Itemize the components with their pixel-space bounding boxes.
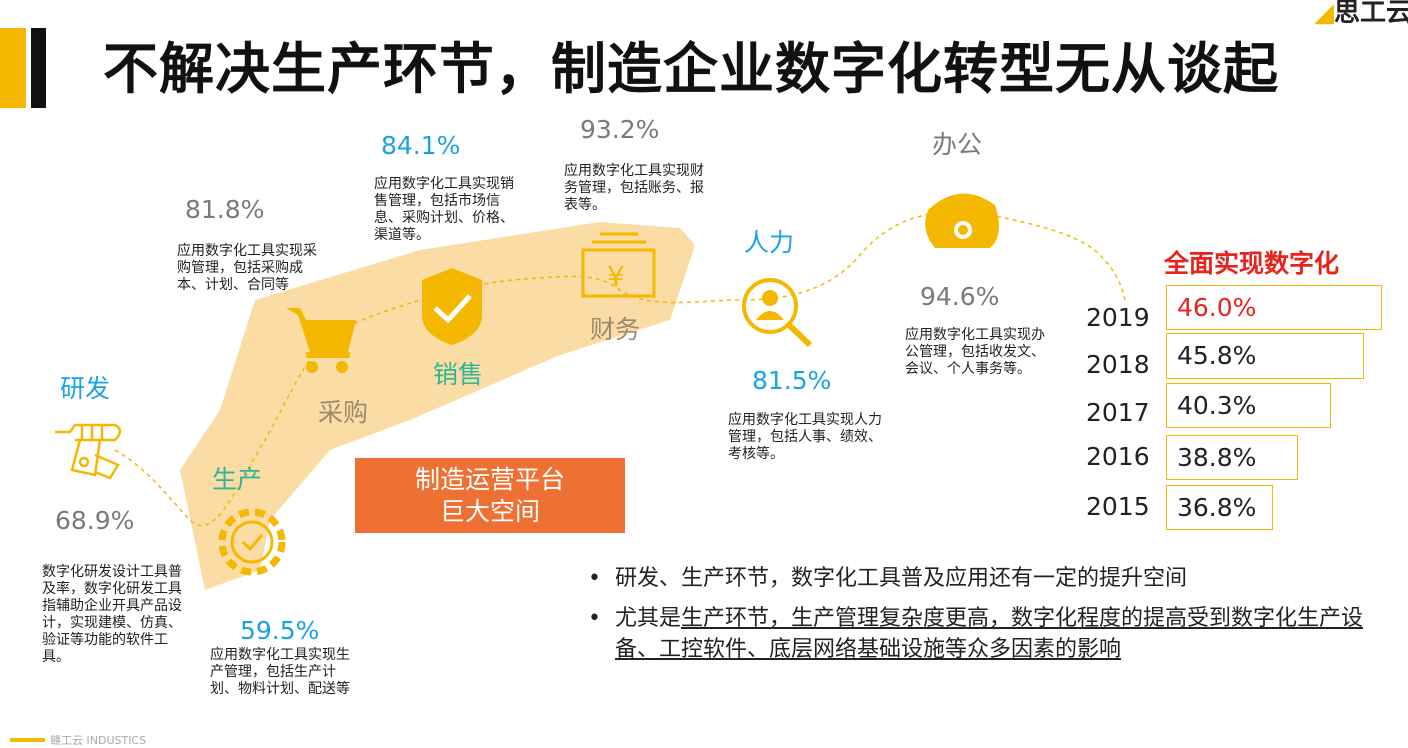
office-description: 应用数字化工具实现办公管理，包括收发文、会议、个人事务等。 (905, 327, 1045, 377)
stage-label-sales: 销售 (433, 360, 484, 389)
glue-gun-icon (55, 423, 122, 480)
platform-callout: 制造运营平台 巨大空间 (355, 458, 625, 533)
page-title: 不解决生产环节，制造企业数字化转型无从谈起 (103, 37, 1280, 101)
year-value-box: 38.8% (1166, 435, 1298, 480)
hr-description: 应用数字化工具实现人力管理，包括人事、绩效、考核等。 (728, 412, 882, 462)
platform-line1: 制造运营平台 (414, 464, 565, 494)
year-value-box: 45.8% (1166, 333, 1364, 379)
production-percentage: 59.5% (240, 616, 320, 645)
stage-label-office: 办公 (932, 130, 983, 159)
rnd-percentage: 68.9% (55, 506, 135, 535)
stage-label-finance: 财务 (590, 315, 641, 344)
year-label: 2017 (1086, 398, 1150, 427)
shopping-cart-icon (286, 308, 356, 373)
brand-logo: ◢思工云 (1313, 0, 1408, 28)
purchase-percentage: 81.8% (185, 195, 265, 224)
stage-label-rnd: 研发 (60, 374, 111, 403)
finance-description: 应用数字化工具实现财务管理，包括账务、报表等。 (564, 163, 704, 213)
production-description: 应用数字化工具实现生产管理，包括生产计划、物料计划、配送等 (210, 647, 350, 697)
year-value-box: 40.3% (1166, 383, 1331, 428)
footer-brand: 赣工云 INDUSTICS (50, 734, 147, 747)
stage-label-purchase: 采购 (318, 398, 369, 427)
finance-percentage: 93.2% (580, 115, 660, 144)
year-value-box: 36.8% (1166, 485, 1273, 530)
highlight-band (180, 222, 695, 590)
underlined-emphasis: 生产环节，生产管理复杂度更高，数字化程度的提高受到数字化生产设备、工控软件、底层… (615, 606, 1364, 662)
platform-line2: 巨大空间 (439, 496, 540, 526)
yuan-box-icon: ¥ (581, 232, 656, 298)
title-accent-yellow (0, 28, 26, 108)
year-label: 2019 (1086, 303, 1150, 332)
bullet-dot: • (588, 566, 601, 591)
bullet-dot: • (588, 606, 601, 631)
year-label: 2015 (1086, 492, 1150, 521)
bullet-item: • 研发、生产环节，数字化工具普及应用还有一定的提升空间 (588, 563, 1388, 594)
stage-label-production: 生产 (212, 465, 263, 494)
telephone-icon (925, 193, 999, 248)
bullet-item: • 尤其是生产环节，生产管理复杂度更高，数字化程度的提高受到数字化生产设备、工控… (588, 603, 1388, 665)
sales-percentage: 84.1% (381, 131, 461, 160)
title-accent-black (31, 28, 46, 108)
rnd-description: 数字化研发设计工具普及率，数字化研发工具指辅助企业开具产品设计，实现建模、仿真、… (42, 564, 182, 665)
footer-accent (10, 738, 45, 742)
year-value-box: 46.0% (1166, 285, 1382, 330)
svg-text:¥: ¥ (607, 260, 625, 293)
year-label: 2018 (1086, 350, 1150, 379)
bullet-list: • 研发、生产环节，数字化工具普及应用还有一定的提升空间 • 尤其是生产环节，生… (588, 563, 1388, 674)
shield-check-icon (422, 268, 482, 345)
stage-label-hr: 人力 (744, 228, 795, 257)
sales-description: 应用数字化工具实现销售管理，包括市场信息、采购计划、价格、渠道等。 (374, 176, 514, 243)
office-percentage: 94.6% (920, 282, 1000, 311)
person-search-icon (742, 278, 813, 348)
hr-percentage: 81.5% (752, 366, 832, 395)
gear-icon (218, 508, 286, 576)
flow-path (114, 211, 1126, 527)
purchase-description: 应用数字化工具实现采购管理，包括采购成本、计划、合同等 (177, 243, 317, 293)
full-digital-title: 全面实现数字化 (1164, 249, 1340, 278)
year-label: 2016 (1086, 442, 1150, 471)
